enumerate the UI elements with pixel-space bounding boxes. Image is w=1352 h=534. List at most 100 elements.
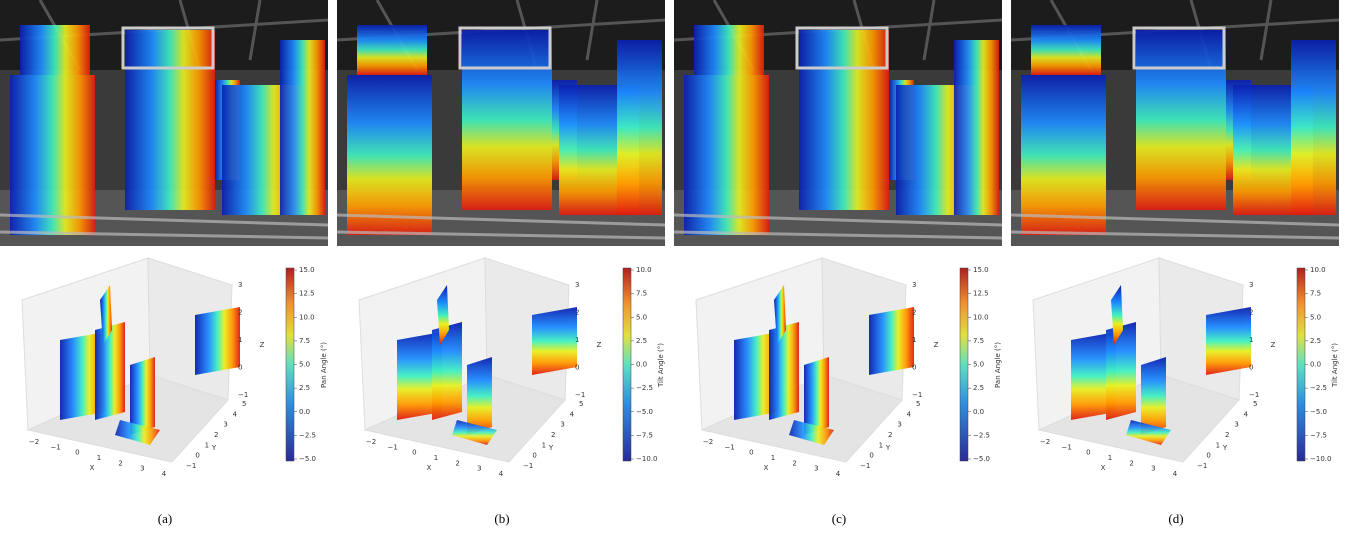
colored-points xyxy=(20,25,90,75)
caption: (a) xyxy=(158,511,172,526)
point-cluster xyxy=(769,322,799,420)
point-cloud-image xyxy=(337,0,665,246)
panel: −2−101234X−1012345Y3210−1Z10.07.55.02.50… xyxy=(1011,0,1339,526)
colorbar-tick-label: 2.5 xyxy=(299,384,310,392)
x-axis-label: X xyxy=(1101,464,1106,472)
colorbar-tick-label: −10.0 xyxy=(1310,455,1331,463)
point-cluster xyxy=(869,307,914,375)
x-tick-label: −1 xyxy=(51,443,61,451)
colorbar-tick-label: 0.0 xyxy=(1310,361,1321,369)
y-tick-label: 2 xyxy=(1225,431,1229,439)
point-cluster xyxy=(95,322,125,420)
colored-points xyxy=(1021,75,1106,235)
colorbar-tick-label: 5.0 xyxy=(973,361,984,369)
point-cluster xyxy=(432,322,462,420)
colorbar-tick-label: 5.0 xyxy=(1310,313,1321,321)
colorbar-label: Tilt Angle (°) xyxy=(1331,343,1339,388)
x-tick-label: 2 xyxy=(792,459,796,467)
colorbar-tick-label: 7.5 xyxy=(973,337,984,345)
caption: (d) xyxy=(1168,511,1183,526)
x-tick-label: 0 xyxy=(749,449,753,457)
x-tick-label: 3 xyxy=(814,465,818,473)
y-tick-label: 5 xyxy=(1253,400,1257,408)
colored-points xyxy=(1291,40,1336,215)
z-tick-label: 0 xyxy=(1249,364,1253,372)
colorbar-tick-label: 5.0 xyxy=(636,313,647,321)
panel: −2−101234X−1012345Y3210−1Z10.07.55.02.50… xyxy=(337,0,665,526)
x-tick-label: −2 xyxy=(366,438,376,446)
y-tick-label: −1 xyxy=(1197,462,1207,470)
z-tick-label: 1 xyxy=(912,336,916,344)
colorbar-tick-label: 5.0 xyxy=(299,361,310,369)
plot-3d: −2−101234X−1012345Y3210−1Z xyxy=(22,258,265,478)
x-tick-label: −2 xyxy=(29,438,39,446)
colored-points xyxy=(694,25,764,75)
y-tick-label: 3 xyxy=(897,421,901,429)
colorbar-tick-label: −5.0 xyxy=(299,455,316,463)
z-tick-label: −1 xyxy=(238,391,248,399)
x-tick-label: 4 xyxy=(836,470,841,478)
x-axis-label: X xyxy=(90,464,95,472)
colorbar: 10.07.55.02.50.0−2.5−5.0−7.5−10.0Tilt An… xyxy=(623,266,665,463)
z-tick-label: 1 xyxy=(1249,336,1253,344)
x-tick-label: 0 xyxy=(1086,449,1090,457)
colorbar-tick-label: −2.5 xyxy=(636,384,653,392)
y-tick-label: 5 xyxy=(579,400,583,408)
colorbar-label: Tilt Angle (°) xyxy=(657,343,665,388)
z-tick-label: 2 xyxy=(575,309,579,317)
z-tick-label: 2 xyxy=(238,309,242,317)
colored-points xyxy=(10,75,95,235)
y-axis-label: Y xyxy=(1222,444,1228,452)
point-cluster xyxy=(195,307,240,375)
panel: −2−101234X−1012345Y3210−1Z15.012.510.07.… xyxy=(674,0,1002,526)
z-tick-label: 0 xyxy=(912,364,916,372)
colorbar-tick-label: 7.5 xyxy=(1310,290,1321,298)
colored-points xyxy=(462,30,552,210)
x-tick-label: 2 xyxy=(455,459,459,467)
y-tick-label: 3 xyxy=(560,421,564,429)
caption: (c) xyxy=(832,511,846,526)
point-cloud-image xyxy=(674,0,1002,246)
point-cluster xyxy=(1106,322,1136,420)
colored-points xyxy=(1031,25,1101,75)
colorbar-tick-label: −5.0 xyxy=(973,455,990,463)
y-tick-label: 1 xyxy=(1216,441,1220,449)
x-tick-label: 4 xyxy=(1173,470,1178,478)
z-axis-label: Z xyxy=(260,341,265,349)
colorbar-tick-label: 12.5 xyxy=(973,290,989,298)
caption: (b) xyxy=(494,511,509,526)
y-tick-label: −1 xyxy=(523,462,533,470)
colorbar-tick-label: 10.0 xyxy=(973,313,989,321)
colored-points xyxy=(357,25,427,75)
y-tick-label: 5 xyxy=(242,400,246,408)
point-cluster xyxy=(467,357,492,435)
y-tick-label: −1 xyxy=(186,462,196,470)
figure: −2−101234X−1012345Y3210−1Z15.012.510.07.… xyxy=(0,0,1352,534)
z-axis-label: Z xyxy=(1271,341,1276,349)
colorbar-tick-label: 2.5 xyxy=(1310,337,1321,345)
x-tick-label: 1 xyxy=(97,454,101,462)
y-tick-label: −1 xyxy=(860,462,870,470)
z-tick-label: −1 xyxy=(1249,391,1259,399)
x-tick-label: 1 xyxy=(771,454,775,462)
z-tick-label: −1 xyxy=(912,391,922,399)
z-tick-label: 3 xyxy=(575,281,579,289)
colorbar-tick-label: 7.5 xyxy=(299,337,310,345)
y-tick-label: 2 xyxy=(214,431,218,439)
x-tick-label: 0 xyxy=(412,449,416,457)
y-tick-label: 3 xyxy=(1234,421,1238,429)
z-tick-label: 3 xyxy=(238,281,242,289)
z-tick-label: 2 xyxy=(1249,309,1253,317)
y-tick-label: 1 xyxy=(879,441,883,449)
colorbar-tick-label: 10.0 xyxy=(299,313,315,321)
x-tick-label: −1 xyxy=(1062,443,1072,451)
z-tick-label: 3 xyxy=(1249,281,1253,289)
y-axis-label: Y xyxy=(548,444,554,452)
colorbar-tick-label: 15.0 xyxy=(973,266,989,274)
x-tick-label: −1 xyxy=(725,443,735,451)
x-tick-label: 4 xyxy=(499,470,504,478)
colored-points xyxy=(347,75,432,235)
